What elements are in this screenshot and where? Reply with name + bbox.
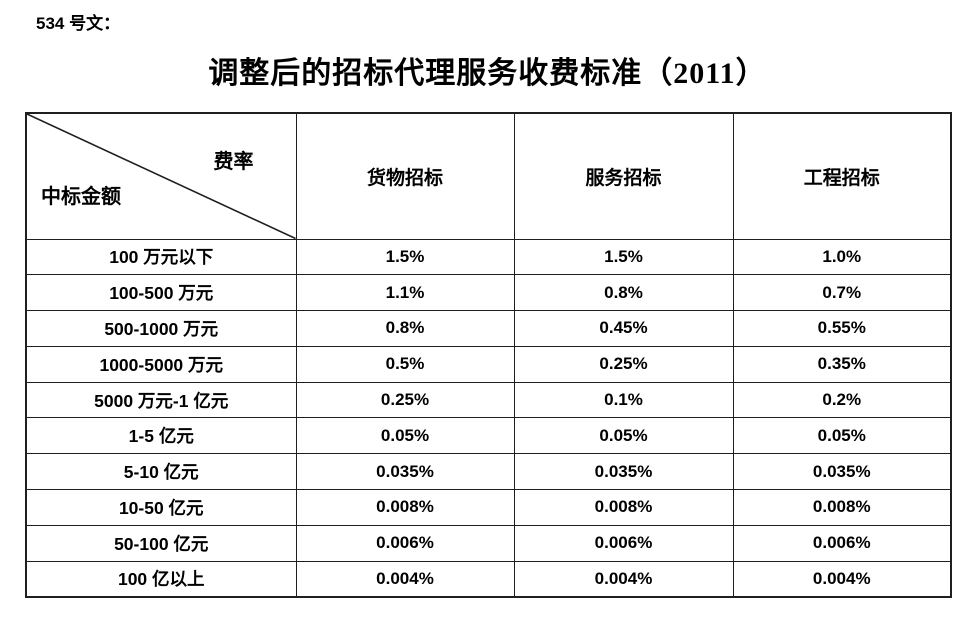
corner-header-cell: 费率 中标金额 — [25, 112, 297, 240]
table-row: 5000 万元-1 亿元 0.25% 0.1% 0.2% — [25, 381, 952, 419]
fee-value-cell: 1.5% — [295, 238, 515, 276]
fee-value-cell: 0.1% — [513, 381, 734, 419]
fee-value-cell: 1.5% — [513, 238, 734, 276]
corner-label-amount: 中标金额 — [41, 185, 121, 208]
table-row: 1-5 亿元 0.05% 0.05% 0.05% — [25, 417, 952, 455]
fee-value-cell: 0.035% — [513, 453, 734, 491]
fee-value-cell: 0.008% — [295, 489, 515, 526]
fee-value-cell: 0.45% — [513, 310, 734, 347]
table-row: 50-100 亿元 0.006% 0.006% 0.006% — [25, 524, 952, 562]
header-row: 费率 中标金额 货物招标 服务招标 工程招标 — [25, 112, 952, 240]
row-label-cell: 100 亿以上 — [25, 560, 297, 598]
corner-label-rate: 费率 — [213, 151, 254, 173]
fee-value-cell: 0.5% — [295, 345, 515, 383]
fee-value-cell: 0.004% — [513, 560, 734, 598]
row-label-cell: 1000-5000 万元 — [25, 345, 297, 383]
fee-value-cell: 0.25% — [513, 345, 734, 383]
fee-value-cell: 0.008% — [732, 489, 952, 526]
fee-value-cell: 0.25% — [295, 381, 515, 419]
row-label-cell: 100-500 万元 — [25, 274, 297, 312]
table-row: 100 亿以上 0.004% 0.004% 0.004% — [25, 560, 952, 598]
table-row: 100-500 万元 1.1% 0.8% 0.7% — [25, 274, 952, 312]
row-label-cell: 500-1000 万元 — [25, 310, 297, 347]
table-row: 1000-5000 万元 0.5% 0.25% 0.35% — [25, 345, 952, 383]
fee-value-cell: 0.05% — [513, 417, 734, 455]
table-row: 500-1000 万元 0.8% 0.45% 0.55% — [25, 310, 952, 347]
fee-value-cell: 0.035% — [295, 453, 515, 491]
row-label-cell: 5000 万元-1 亿元 — [25, 381, 297, 419]
fee-value-cell: 0.35% — [732, 345, 952, 383]
row-label-cell: 1-5 亿元 — [25, 417, 297, 455]
row-label-cell: 5-10 亿元 — [25, 453, 297, 491]
table-row: 10-50 亿元 0.008% 0.008% 0.008% — [25, 489, 952, 526]
fee-value-cell: 0.7% — [732, 274, 952, 312]
fee-table: 费率 中标金额 货物招标 服务招标 工程招标 100 万元以下 1.5% 1.5% 1.0… — [25, 112, 952, 598]
column-header-3: 工程招标 — [732, 112, 952, 240]
column-header-1: 货物招标 — [295, 112, 515, 240]
diagonal-divider-line — [27, 114, 296, 239]
doc-number-label: 534 号文： — [36, 14, 121, 33]
fee-value-cell: 0.8% — [513, 274, 734, 312]
table-row: 5-10 亿元 0.035% 0.035% 0.035% — [25, 453, 952, 491]
fee-value-cell: 0.006% — [732, 524, 952, 562]
fee-value-cell: 0.006% — [295, 524, 515, 562]
table-body: 100 万元以下 1.5% 1.5% 1.0% 100-500 万元 1.1% 0.8% 0.… — [25, 238, 952, 598]
fee-value-cell: 1.0% — [732, 238, 952, 276]
fee-value-cell: 0.05% — [732, 417, 952, 455]
fee-value-cell: 0.035% — [732, 453, 952, 491]
row-label-cell: 100 万元以下 — [25, 238, 297, 276]
fee-value-cell: 0.55% — [732, 310, 952, 347]
table-row: 100 万元以下 1.5% 1.5% 1.0% — [25, 238, 952, 276]
fee-value-cell: 0.004% — [295, 560, 515, 598]
fee-value-cell: 0.008% — [513, 489, 734, 526]
row-label-cell: 50-100 亿元 — [25, 524, 297, 562]
fee-value-cell: 0.004% — [732, 560, 952, 598]
fee-value-cell: 0.006% — [513, 524, 734, 562]
fee-value-cell: 0.2% — [732, 381, 952, 419]
page-title: 调整后的招标代理服务收费标准（2011） — [208, 57, 767, 90]
column-header-2: 服务招标 — [513, 112, 734, 240]
row-label-cell: 10-50 亿元 — [25, 489, 297, 526]
fee-value-cell: 0.8% — [295, 310, 515, 347]
fee-value-cell: 1.1% — [295, 274, 515, 312]
fee-value-cell: 0.05% — [295, 417, 515, 455]
